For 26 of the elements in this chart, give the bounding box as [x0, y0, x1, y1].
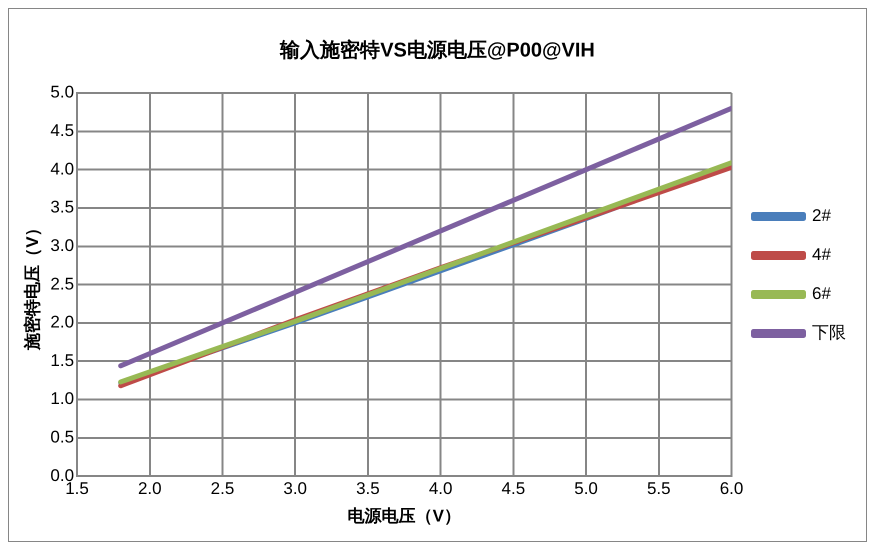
legend-label: 4#: [812, 245, 832, 264]
y-tick-label: 4.5: [50, 121, 74, 140]
y-tick-label: 2.0: [50, 312, 74, 332]
x-tick-label: 6.0: [720, 479, 744, 498]
legend-label: 2#: [812, 206, 832, 226]
y-tick-label: 1.5: [50, 350, 74, 370]
y-tick-label: 4.0: [50, 159, 74, 178]
x-tick-label: 2.5: [210, 479, 234, 498]
x-tick-label: 3.0: [283, 479, 308, 498]
y-axis-title: 施密特电压（V）: [22, 219, 42, 351]
x-tick-label: 4.0: [428, 479, 452, 498]
x-tick-label: 4.5: [502, 479, 526, 498]
y-tick-label: 1.0: [50, 389, 74, 408]
y-tick-label: 2.5: [50, 274, 74, 294]
x-axis-title: 电源电压（V）: [348, 506, 461, 526]
legend-label: 下限: [812, 323, 846, 342]
x-tick-label: 5.5: [646, 479, 671, 498]
x-tick-label: 3.5: [356, 479, 380, 498]
y-tick-label: 0.5: [50, 428, 74, 447]
y-tick-label: 5.0: [50, 82, 74, 102]
chart-title: 输入施密特VS电源电压@P00@VIH: [279, 38, 595, 62]
x-tick-label: 2.0: [138, 479, 162, 498]
y-tick-label: 3.5: [50, 198, 74, 217]
y-tick-label: 3.0: [50, 236, 74, 255]
legend-label: 6#: [812, 284, 832, 304]
x-tick-label: 5.0: [574, 479, 598, 498]
